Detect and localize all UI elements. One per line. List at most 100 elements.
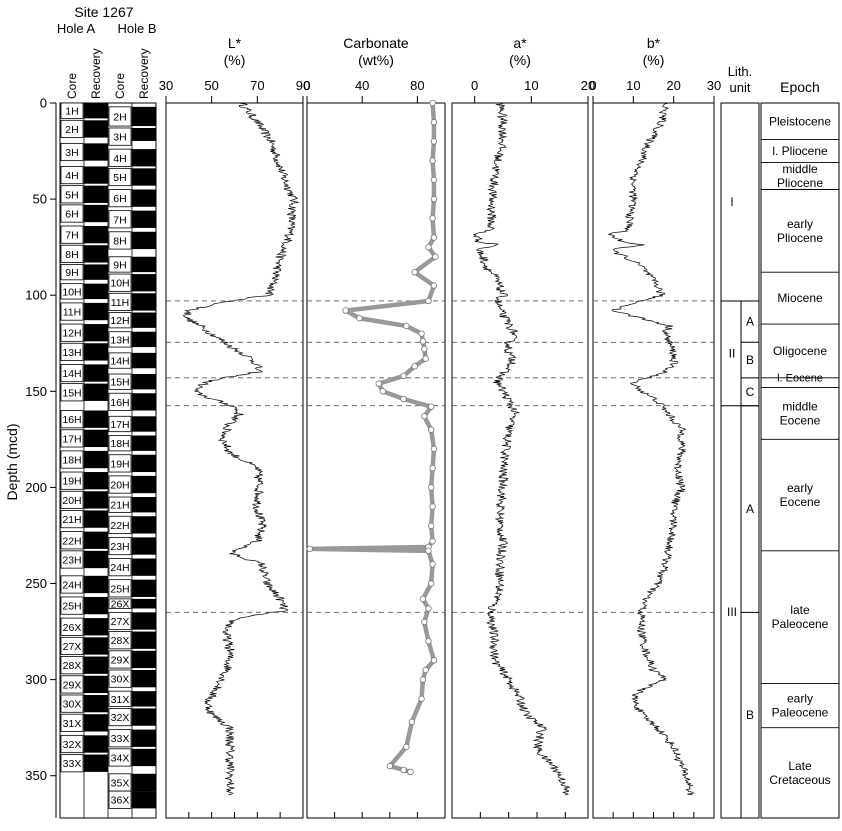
- hole_a-recovery-bar: [84, 166, 108, 184]
- hole_a-core-box: [60, 429, 84, 448]
- depth-tick-label: 350: [25, 768, 47, 783]
- carbonate-point: [411, 268, 418, 276]
- hole_b-core-label: 13H: [110, 334, 129, 346]
- hole_a-core-box: [60, 675, 84, 694]
- lith-unit-label: III: [727, 605, 737, 619]
- hole_b-core-label: 8H: [113, 235, 126, 247]
- hole_b-recovery-bar: [132, 475, 156, 494]
- carbonate-point: [428, 426, 435, 433]
- carbonate-point: [356, 315, 363, 322]
- panel-carbonate-unit: (wt%): [358, 52, 394, 68]
- hole_b-core-label: 10H: [110, 278, 129, 290]
- hole_b-core-box: [108, 256, 132, 273]
- carbonate-point: [342, 307, 349, 314]
- hole_b-core-label: 14H: [110, 356, 129, 368]
- lith-subunit-label: A: [746, 502, 754, 516]
- hole_b-core-box: [108, 598, 132, 609]
- panel-carbonate-frame: [306, 102, 446, 819]
- panel-a-tick-label: 0: [471, 78, 478, 93]
- hole_b-recovery-bar: [132, 631, 156, 649]
- hole_b-recovery-bar: [132, 670, 156, 688]
- hole_b-core-box: [108, 558, 132, 577]
- hole_a-core-label: 23H: [62, 554, 81, 566]
- hole_a-core-label: 3H: [65, 147, 78, 159]
- panel-L-tick-label: 90: [296, 78, 310, 93]
- depth-axis: 0 50 100 150 200 250 300 350: [25, 96, 57, 818]
- panel-L-title: L*: [228, 35, 242, 51]
- panel-carbonate-tick-label: 80: [410, 78, 424, 93]
- hole_a-core-box: [60, 244, 84, 263]
- carbonate-point: [430, 195, 438, 203]
- hole_b-recovery-bar: [132, 274, 156, 292]
- hole_a-recovery-bar: [84, 735, 108, 753]
- depth-tick-label: 250: [25, 576, 47, 591]
- carbonate-point: [386, 762, 393, 770]
- hole_a-recovery-bar: [84, 226, 108, 244]
- carbonate-point: [411, 363, 418, 370]
- hole_b-core-box: [108, 631, 132, 650]
- hole-b-label: Hole B: [117, 21, 156, 36]
- carbonate-point: [403, 322, 410, 330]
- hole_a-core-box: [60, 694, 84, 713]
- hole_b-core-label: 18H: [110, 438, 129, 450]
- depth-tick-label: 100: [25, 288, 47, 303]
- hole_a-core-label: 15H: [62, 387, 81, 399]
- panel-carbonate-title: Carbonate: [343, 35, 409, 51]
- hole_a-core-label: 6H: [65, 209, 78, 221]
- panel-L-unit: (%): [224, 52, 246, 68]
- hole_a-recovery-bar: [84, 143, 108, 161]
- hole_b-recovery-bar: [132, 558, 156, 576]
- hole_a-core-box: [60, 383, 84, 402]
- carbonate-point: [428, 522, 435, 530]
- hole-b-core-header: Core: [113, 73, 127, 99]
- epoch-label: Pliocene: [777, 176, 823, 190]
- hole_a-recovery-bar: [84, 575, 108, 594]
- hole_b-recovery-bar: [132, 516, 156, 534]
- hole_b-core-box: [108, 331, 132, 348]
- hole_b-core-label: 35X: [111, 777, 130, 789]
- depth-axis-label: Depth (mcd): [4, 423, 20, 500]
- hole_b-recovery-bar: [132, 598, 156, 609]
- lith-unit-label: I: [730, 195, 733, 209]
- carbonate-point: [430, 657, 438, 664]
- carbonate-point: [408, 718, 416, 726]
- panel-b-log-line: [608, 102, 694, 796]
- hole-a-label: Hole A: [57, 21, 96, 36]
- carbonate-point: [419, 676, 427, 683]
- hole_b-recovery-bar: [132, 416, 156, 432]
- hole_b-recovery-bar: [132, 729, 156, 747]
- hole_b-core-box: [108, 435, 132, 452]
- hole_a-core-box: [60, 283, 84, 300]
- hole_a-core-box: [60, 636, 84, 656]
- hole_b-core-box: [108, 292, 132, 311]
- hole_a-core-box: [60, 596, 84, 615]
- panel-b-tick-label: 0: [589, 78, 596, 93]
- panel-L-tick-label: 30: [159, 78, 173, 93]
- carbonate-point: [429, 464, 436, 472]
- hole_b-core-label: 28X: [111, 635, 130, 647]
- carbonate-point: [419, 595, 427, 603]
- hole_a-core-label: 26X: [63, 622, 82, 634]
- hole_b-core-box: [108, 536, 132, 556]
- epoch-label: late: [790, 603, 810, 617]
- hole_a-core-label: 8H: [65, 249, 78, 261]
- hole_b-core-box: [108, 579, 132, 598]
- hole_a-core-label: 13H: [62, 347, 81, 359]
- lith-subunit-label: B: [746, 353, 754, 367]
- epoch-label: early: [787, 217, 813, 231]
- hole_b-core-label: 36X: [111, 795, 130, 807]
- hole_a-core-label: 18H: [62, 455, 81, 467]
- hole_b-core-box: [108, 312, 132, 329]
- hole_a-core-label: 20H: [62, 495, 81, 507]
- hole_b-core-box: [108, 189, 132, 208]
- hole_a-core-box: [60, 410, 84, 429]
- carbonate-point: [429, 99, 436, 107]
- carbonate-point: [428, 484, 435, 491]
- carbonate-point: [403, 743, 410, 751]
- hole_a-core-label: 21H: [62, 514, 81, 526]
- hole_b-core-box: [108, 669, 132, 688]
- lith-subunit-label: B: [746, 708, 754, 722]
- hole_a-core-label: 4H: [65, 170, 78, 182]
- hole_b-recovery-bar: [132, 435, 156, 451]
